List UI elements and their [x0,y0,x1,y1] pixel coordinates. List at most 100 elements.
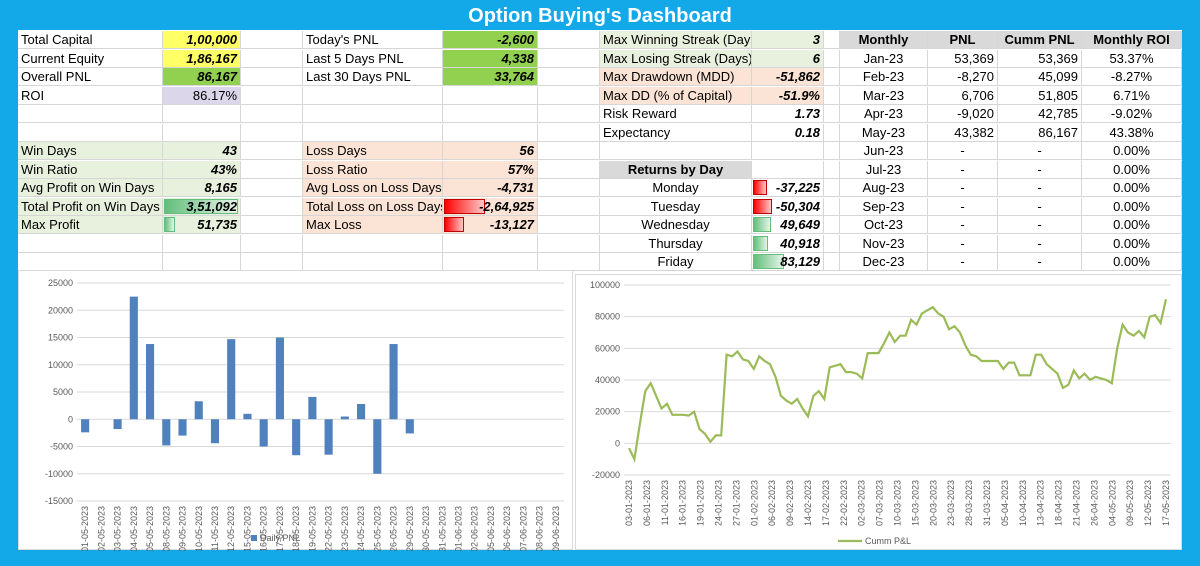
grid-cell[interactable] [824,234,840,253]
weekday-value[interactable]: -50,304 [752,197,824,216]
loss-label[interactable]: Loss Days [303,142,443,160]
month-cumm-pnl[interactable]: - [998,234,1082,253]
grid-cell[interactable] [303,123,443,142]
grid-cell[interactable] [538,68,600,86]
metric-label[interactable]: Max Losing Streak (Days) [600,49,752,68]
loss-value[interactable]: -13,127 [443,216,538,234]
metric-label[interactable]: Overall PNL [18,68,163,86]
month-roi[interactable]: 43.38% [1082,123,1182,142]
loss-label[interactable]: Max Loss [303,216,443,234]
month-cumm-pnl[interactable]: 45,099 [998,68,1082,86]
grid-cell[interactable] [752,142,824,160]
grid-cell[interactable] [303,253,443,271]
grid-cell[interactable] [824,86,840,105]
month-roi[interactable]: -8.27% [1082,68,1182,86]
win-value[interactable]: 43% [163,160,241,179]
grid-cell[interactable] [18,234,163,253]
grid-cell[interactable] [18,123,163,142]
month-pnl[interactable]: 43,382 [928,123,998,142]
weekday-label[interactable]: Thursday [600,234,752,253]
grid-cell[interactable] [600,142,752,160]
month-roi[interactable]: 53.37% [1082,49,1182,68]
grid-cell[interactable] [303,86,443,105]
weekday-label[interactable]: Monday [600,179,752,197]
grid-cell[interactable] [538,49,600,68]
metric-label[interactable]: Max DD (% of Capital) [600,86,752,105]
metric-value[interactable]: 4,338 [443,49,538,68]
month-pnl[interactable]: -8,270 [928,68,998,86]
month-pnl[interactable]: - [928,142,998,160]
win-value[interactable]: 3,51,092 [163,197,241,216]
month-label[interactable]: Jul-23 [840,160,928,179]
loss-label[interactable]: Total Loss on Loss Days [303,197,443,216]
month-label[interactable]: Oct-23 [840,216,928,234]
grid-cell[interactable] [538,179,600,197]
grid-cell[interactable] [443,253,538,271]
month-pnl[interactable]: 6,706 [928,86,998,105]
grid-cell[interactable] [752,160,824,179]
month-pnl[interactable]: - [928,160,998,179]
metric-label[interactable]: Risk Reward [600,105,752,123]
grid-cell[interactable] [241,142,303,160]
weekday-value[interactable]: -37,225 [752,179,824,197]
grid-cell[interactable] [241,160,303,179]
loss-label[interactable]: Avg Loss on Loss Days [303,179,443,197]
month-roi[interactable]: 6.71% [1082,86,1182,105]
monthly-header[interactable]: Monthly [840,31,928,49]
grid-cell[interactable] [163,234,241,253]
win-value[interactable]: 8,165 [163,179,241,197]
month-roi[interactable]: 0.00% [1082,234,1182,253]
metric-value[interactable]: 1.73 [752,105,824,123]
returns-by-day-header[interactable]: Returns by Day [600,160,752,179]
month-roi[interactable]: 0.00% [1082,216,1182,234]
metric-value[interactable]: -51.9% [752,86,824,105]
grid-cell[interactable] [538,253,600,271]
grid-cell[interactable] [241,123,303,142]
loss-value[interactable]: 57% [443,160,538,179]
grid-cell[interactable] [241,216,303,234]
metric-value[interactable]: 0.18 [752,123,824,142]
month-cumm-pnl[interactable]: 86,167 [998,123,1082,142]
grid-cell[interactable] [824,179,840,197]
month-label[interactable]: Sep-23 [840,197,928,216]
weekday-label[interactable]: Tuesday [600,197,752,216]
metric-value[interactable]: 86.17% [163,86,241,105]
metric-label[interactable]: Today's PNL [303,31,443,49]
grid-cell[interactable] [538,234,600,253]
grid-cell[interactable] [538,216,600,234]
metric-value[interactable]: -51,862 [752,68,824,86]
month-roi[interactable]: 0.00% [1082,197,1182,216]
month-roi[interactable]: -9.02% [1082,105,1182,123]
monthly-header[interactable]: PNL [928,31,998,49]
win-label[interactable]: Total Profit on Win Days [18,197,163,216]
loss-label[interactable]: Loss Ratio [303,160,443,179]
grid-cell[interactable] [538,160,600,179]
month-cumm-pnl[interactable]: - [998,253,1082,271]
grid-cell[interactable] [241,234,303,253]
month-pnl[interactable]: - [928,216,998,234]
grid-cell[interactable] [824,49,840,68]
month-roi[interactable]: 0.00% [1082,179,1182,197]
grid-cell[interactable] [18,253,163,271]
grid-cell[interactable] [241,68,303,86]
metric-value[interactable]: -2,600 [443,31,538,49]
grid-cell[interactable] [241,179,303,197]
month-label[interactable]: Aug-23 [840,179,928,197]
month-label[interactable]: Dec-23 [840,253,928,271]
month-cumm-pnl[interactable]: - [998,197,1082,216]
grid-cell[interactable] [163,253,241,271]
grid-cell[interactable] [163,123,241,142]
weekday-label[interactable]: Wednesday [600,216,752,234]
month-label[interactable]: Apr-23 [840,105,928,123]
grid-cell[interactable] [443,234,538,253]
month-pnl[interactable]: - [928,234,998,253]
month-cumm-pnl[interactable]: - [998,160,1082,179]
grid-cell[interactable] [241,197,303,216]
win-label[interactable]: Win Days [18,142,163,160]
win-value[interactable]: 43 [163,142,241,160]
grid-cell[interactable] [824,68,840,86]
month-pnl[interactable]: - [928,253,998,271]
weekday-value[interactable]: 83,129 [752,253,824,271]
month-pnl[interactable]: - [928,179,998,197]
grid-cell[interactable] [538,31,600,49]
